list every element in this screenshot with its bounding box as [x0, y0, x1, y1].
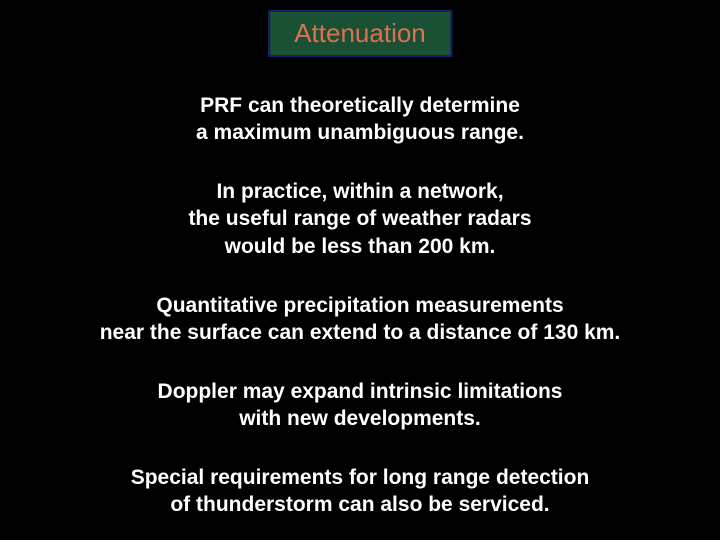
p4-line1: Doppler may expand intrinsic limitations — [158, 380, 563, 403]
p2-line3: would be less than 200 km. — [225, 235, 496, 258]
p1-line1: PRF can theoretically determine — [200, 94, 520, 117]
p5-line1: Special requirements for long range dete… — [131, 466, 590, 489]
slide-title: Attenuation — [294, 18, 426, 48]
paragraph-4: Doppler may expand intrinsic limitations… — [0, 378, 720, 433]
p2-line2: the useful range of weather radars — [188, 207, 531, 230]
paragraph-5: Special requirements for long range dete… — [0, 464, 720, 519]
p2-line1: In practice, within a network, — [216, 180, 503, 203]
paragraph-1: PRF can theoretically determine a maximu… — [0, 92, 720, 147]
title-box: Attenuation — [268, 10, 452, 57]
p4-line2: with new developments. — [239, 407, 481, 430]
p5-line2: of thunderstorm can also be serviced. — [170, 493, 549, 516]
paragraph-2: In practice, within a network, the usefu… — [0, 178, 720, 260]
paragraph-3: Quantitative precipitation measurements … — [0, 292, 720, 347]
p3-line2: near the surface can extend to a distanc… — [100, 321, 621, 344]
p3-line1: Quantitative precipitation measurements — [156, 294, 563, 317]
p1-line2: a maximum unambiguous range. — [196, 121, 524, 144]
